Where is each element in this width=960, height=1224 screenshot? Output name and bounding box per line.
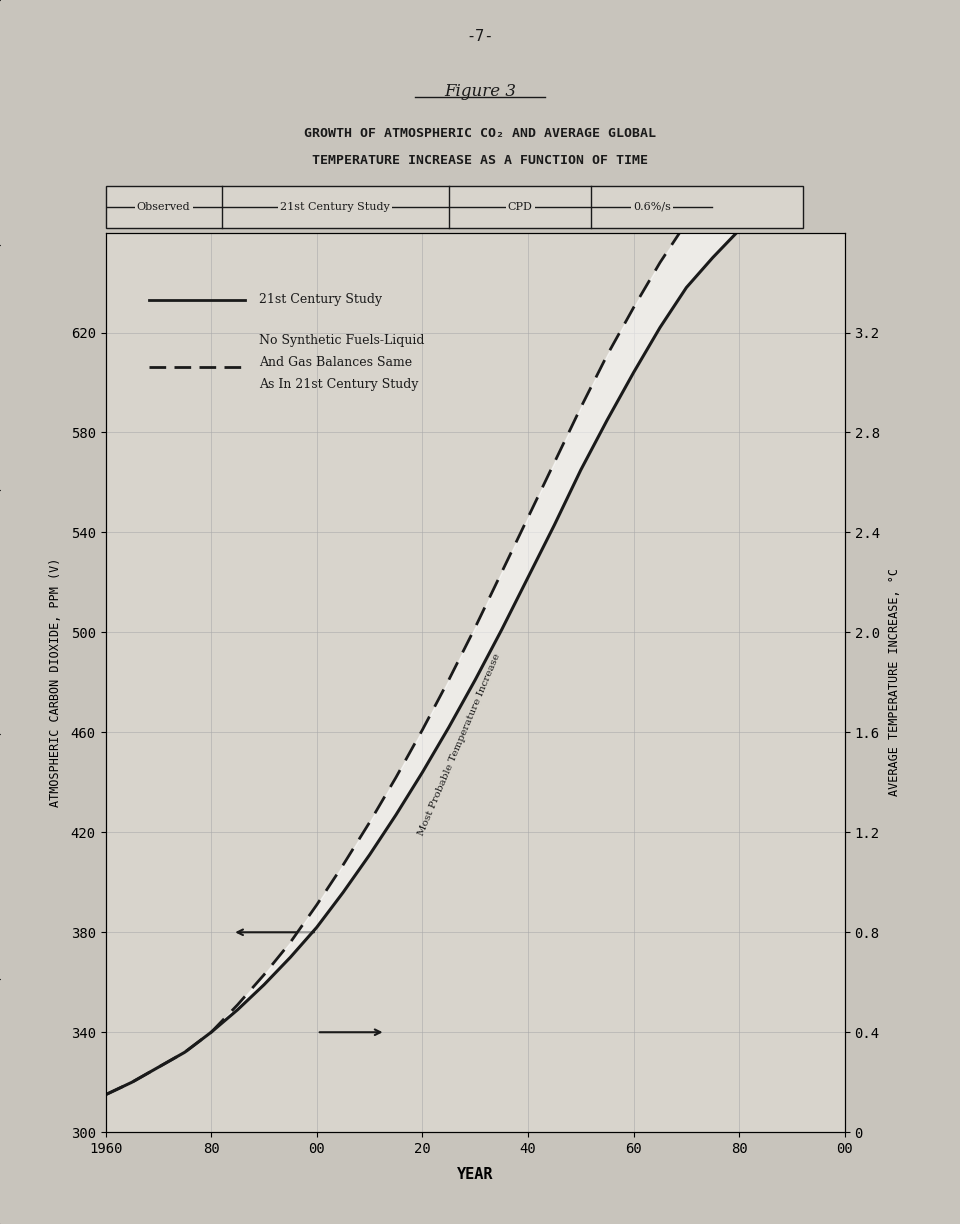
X-axis label: YEAR: YEAR: [457, 1166, 493, 1182]
Text: -7-: -7-: [467, 29, 493, 44]
Text: And Gas Balances Same: And Gas Balances Same: [259, 356, 413, 368]
Text: CPD: CPD: [508, 202, 533, 212]
Text: GROWTH OF ATMOSPHERIC CO₂ AND AVERAGE GLOBAL: GROWTH OF ATMOSPHERIC CO₂ AND AVERAGE GL…: [304, 127, 656, 141]
Text: As In 21st Century Study: As In 21st Century Study: [259, 378, 419, 390]
Text: 0.6%/s: 0.6%/s: [634, 202, 671, 212]
Text: Observed: Observed: [137, 202, 190, 212]
Text: Most Probable Temperature Increase: Most Probable Temperature Increase: [417, 652, 502, 837]
Text: TEMPERATURE INCREASE AS A FUNCTION OF TIME: TEMPERATURE INCREASE AS A FUNCTION OF TI…: [312, 154, 648, 168]
Y-axis label: AVERAGE TEMPERATURE INCREASE, °C: AVERAGE TEMPERATURE INCREASE, °C: [888, 568, 901, 797]
Text: No Synthetic Fuels-Liquid: No Synthetic Fuels-Liquid: [259, 334, 424, 346]
Text: 21st Century Study: 21st Century Study: [280, 202, 390, 212]
Y-axis label: ATMOSPHERIC CARBON DIOXIDE, PPM (V): ATMOSPHERIC CARBON DIOXIDE, PPM (V): [49, 558, 62, 807]
Text: 21st Century Study: 21st Century Study: [259, 294, 382, 306]
Text: Figure 3: Figure 3: [444, 83, 516, 100]
